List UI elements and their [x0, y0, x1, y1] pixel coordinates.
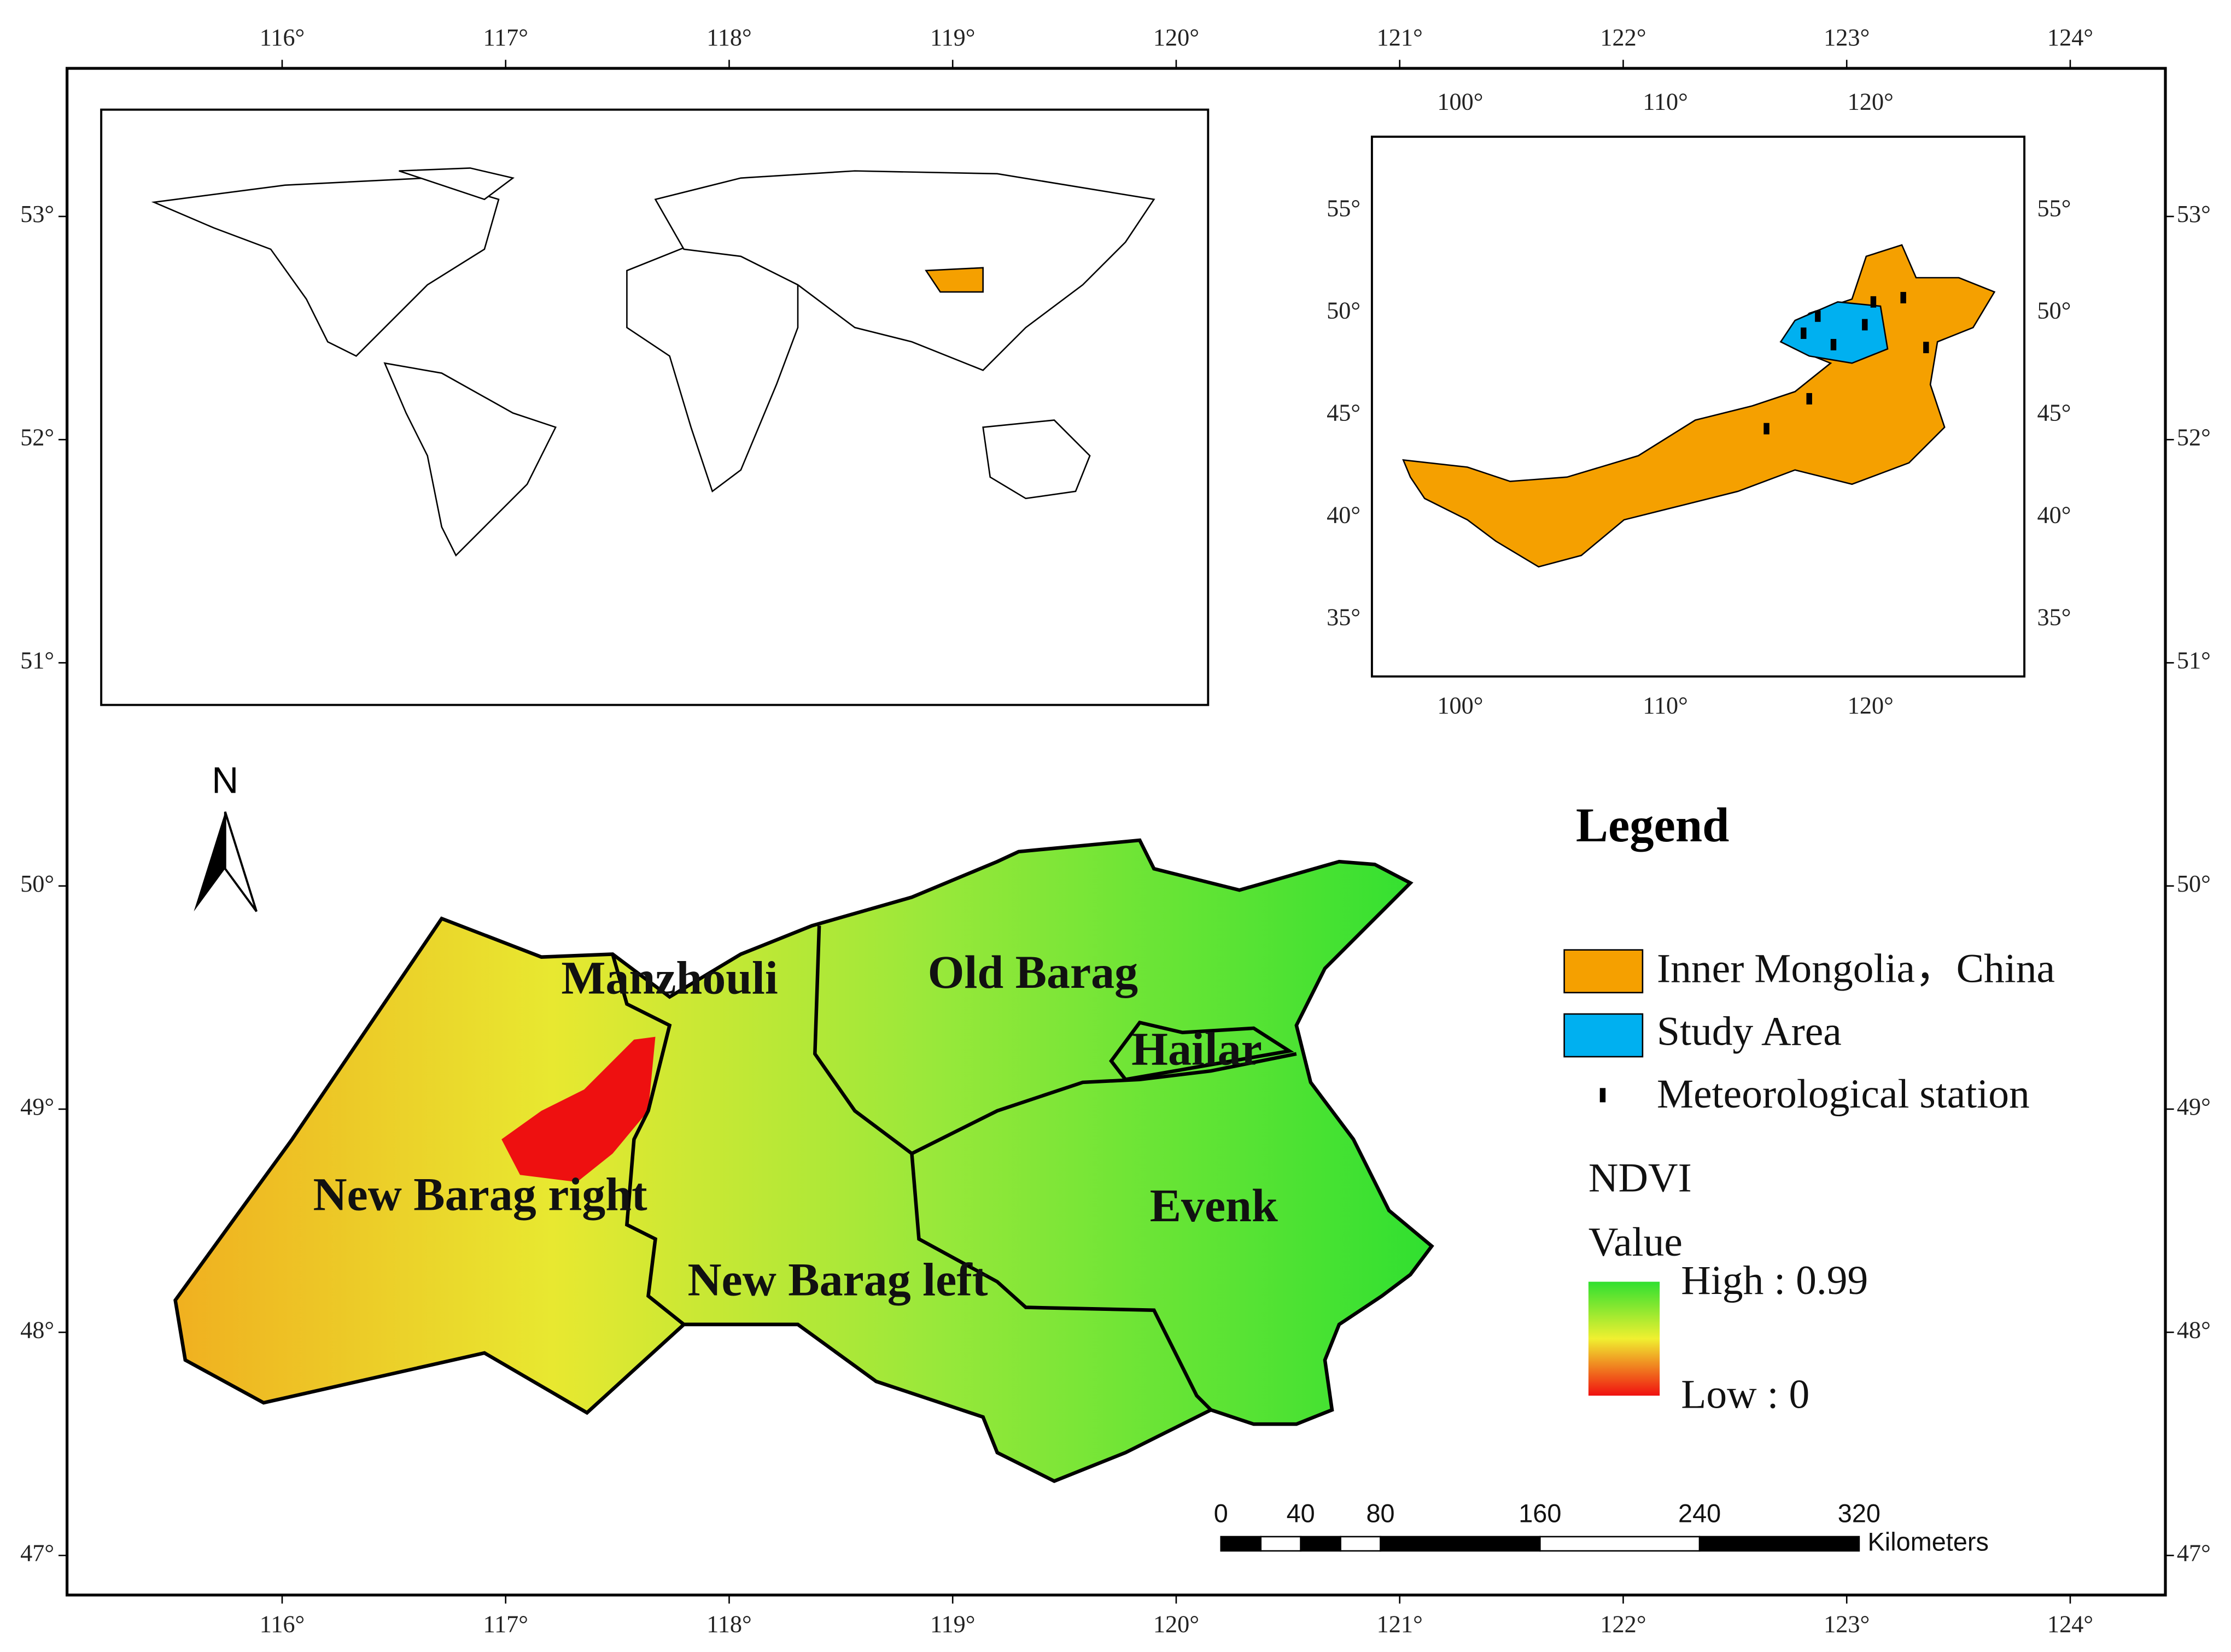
lat-tick-label: 48°	[2177, 1316, 2211, 1343]
study-area	[1779, 301, 1889, 364]
legend-item: Study Area	[1657, 1009, 1842, 1054]
district-boundaries	[611, 925, 1297, 1411]
world-map	[151, 167, 1155, 557]
scale-segment	[1220, 1536, 1262, 1552]
lon-tick-label: 118°	[706, 1610, 751, 1637]
lat-tick-label: 47°	[2177, 1540, 2211, 1567]
lon-tick-label: 119°	[930, 1610, 975, 1637]
region-label: New Barag right	[313, 1168, 647, 1220]
lat-tick-label: 50°	[20, 870, 54, 897]
lat-tick-label: 49°	[2177, 1093, 2211, 1120]
legend-swatch	[1563, 1013, 1644, 1058]
inset-lat-label: 50°	[1327, 297, 1360, 324]
lon-tick-label: 121°	[1377, 1610, 1423, 1637]
ndvi-ramp	[1588, 1281, 1660, 1396]
legend-title: Legend	[1576, 799, 1729, 852]
lon-tick-label: 117°	[483, 1610, 528, 1637]
scale-segment	[1380, 1536, 1541, 1552]
lat-tick-label: 52°	[20, 424, 54, 450]
inset-lat-label: 45°	[2037, 400, 2071, 426]
inset-lat-label: 40°	[2037, 501, 2071, 528]
lat-tick-label: 47°	[20, 1540, 54, 1567]
scale-tick-label: 240	[1678, 1499, 1721, 1527]
inset-lat-label: 55°	[1327, 195, 1360, 222]
ndvi-high: High : 0.99	[1681, 1258, 1868, 1303]
ndvi-low: Low : 0	[1681, 1372, 1809, 1417]
scale-segment	[1260, 1536, 1301, 1552]
inset-lon-label: 110°	[1643, 88, 1687, 115]
scale-unit: Kilometers	[1868, 1527, 1989, 1556]
inset-lat-label: 55°	[2037, 195, 2071, 222]
inset-lat-label: 45°	[1327, 400, 1360, 426]
north-label: N	[212, 760, 238, 801]
lat-tick-label: 49°	[20, 1093, 54, 1120]
generated: 116° 116° 117° 117° 118° 118° 119° 119° 120° 120°…	[20, 24, 2211, 1637]
lat-tick-label: 50°	[2177, 870, 2211, 897]
lon-tick-label: 117°	[483, 24, 528, 51]
lon-tick-label: 121°	[1377, 24, 1423, 51]
lon-tick-label: 118°	[706, 24, 751, 51]
study-area-ndvi	[173, 838, 1434, 1483]
inset-lon-label: 120°	[1848, 692, 1894, 719]
lon-tick-label: 122°	[1600, 1610, 1646, 1637]
lon-tick-label: 116°	[260, 24, 305, 51]
lat-tick-label: 53°	[20, 201, 54, 227]
scale-tick-label: 160	[1519, 1499, 1561, 1527]
scale-segment	[1300, 1536, 1341, 1552]
value-title: Value	[1588, 1220, 1683, 1265]
scale-tick-label: 320	[1838, 1499, 1880, 1527]
region-label: Hailar	[1131, 1023, 1262, 1075]
lon-tick-label: 123°	[1824, 1610, 1870, 1637]
inset-lon-label: 120°	[1848, 88, 1894, 115]
scale-segment	[1539, 1536, 1701, 1552]
scale-tick-label: 40	[1287, 1499, 1315, 1527]
region-label: Manzhouli	[561, 951, 778, 1004]
lon-tick-label: 123°	[1824, 24, 1870, 51]
lat-tick-label: 52°	[2177, 424, 2211, 450]
inset-lat-label: 40°	[1327, 501, 1360, 528]
lon-tick-label: 124°	[2047, 1610, 2093, 1637]
lon-tick-label: 122°	[1600, 24, 1646, 51]
region-label: New Barag left	[687, 1253, 988, 1306]
stations	[1763, 292, 1929, 435]
inset-lat-label: 35°	[1327, 604, 1360, 630]
lat-tick-label: 51°	[20, 647, 54, 674]
inset-lon-label: 110°	[1643, 692, 1687, 719]
scale-segment	[1698, 1536, 1860, 1552]
scale-tick-label: 0	[1214, 1499, 1228, 1527]
lon-tick-label: 120°	[1153, 24, 1199, 51]
inset-lat-label: 35°	[2037, 604, 2071, 630]
region-label: Evenk	[1150, 1179, 1278, 1232]
lon-tick-label: 116°	[260, 1610, 305, 1637]
lon-tick-label: 119°	[930, 24, 975, 51]
legend-swatch	[1599, 1088, 1606, 1103]
legend-swatch	[1563, 949, 1644, 994]
inset-lon-label: 100°	[1437, 692, 1483, 719]
inset-lon-label: 100°	[1437, 88, 1483, 115]
ndvi-title: NDVI	[1588, 1156, 1692, 1201]
legend-item: Inner Mongolia，China	[1657, 946, 2055, 992]
region-label: Old Barag	[928, 946, 1138, 998]
lat-tick-label: 51°	[2177, 647, 2211, 674]
legend-item: Meteorological station	[1657, 1071, 2030, 1117]
lat-tick-label: 48°	[20, 1316, 54, 1343]
lon-tick-label: 120°	[1153, 1610, 1199, 1637]
scale-segment	[1340, 1536, 1381, 1552]
inset-lat-label: 50°	[2037, 297, 2071, 324]
lon-tick-label: 124°	[2047, 24, 2093, 51]
scale-tick-label: 80	[1366, 1499, 1394, 1527]
lat-tick-label: 53°	[2177, 201, 2211, 227]
lake	[501, 1036, 656, 1182]
